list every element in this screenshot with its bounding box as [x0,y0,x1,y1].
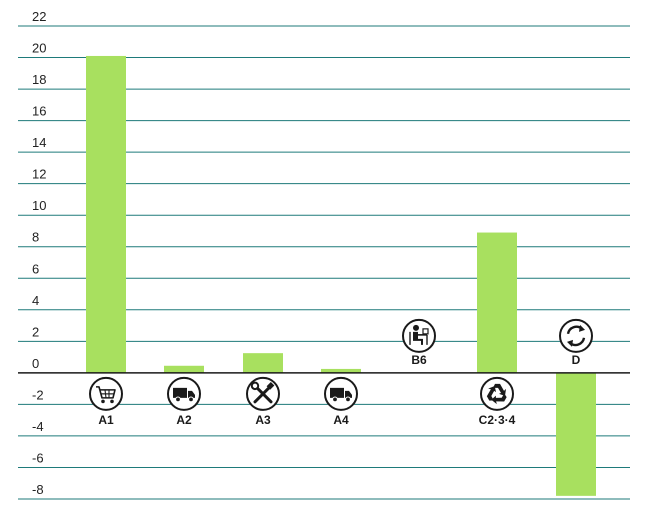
bar-d [556,372,596,496]
y-tick-label: 20 [32,41,46,56]
y-tick-label: 2 [32,324,39,339]
y-tick-label: 16 [32,104,46,119]
bar-a2 [164,365,204,373]
y-tick-label: -8 [32,482,44,497]
y-tick-label: -4 [32,419,44,434]
y-tick-label: 14 [32,135,46,150]
category-label-a3: A3 [255,413,271,427]
bar-layer [86,55,596,496]
y-tick-label: 0 [32,356,39,371]
y-tick-label: 6 [32,261,39,276]
y-tick-label: 22 [32,9,46,24]
y-tick-label: 4 [32,293,39,308]
y-tick-label: -6 [32,450,44,465]
category-label-c2-3-4: C2·3·4 [479,413,516,427]
recycle-icon [480,376,514,411]
circular-arrows-icon [559,318,593,353]
category-label-b6: B6 [411,353,427,367]
bar-a3 [243,353,283,373]
y-tick-label: 10 [32,198,46,213]
delivery-truck-icon [167,376,201,411]
y-tick-label: -2 [32,387,44,402]
category-label-a4: A4 [333,413,349,427]
bar-a1 [86,55,126,373]
tools-icon [246,376,280,411]
delivery-truck-icon [324,376,358,411]
category-label-a2: A2 [176,413,192,427]
category-label-d: D [572,353,581,367]
y-tick-label: 12 [32,167,46,182]
bar-c2-3-4 [477,232,517,373]
category-label-a1: A1 [98,413,114,427]
y-tick-label: 18 [32,72,46,87]
office-worker-icon [402,318,436,353]
bar-a4 [321,368,361,373]
shopping-cart-icon [89,376,123,411]
y-tick-label: 8 [32,230,39,245]
